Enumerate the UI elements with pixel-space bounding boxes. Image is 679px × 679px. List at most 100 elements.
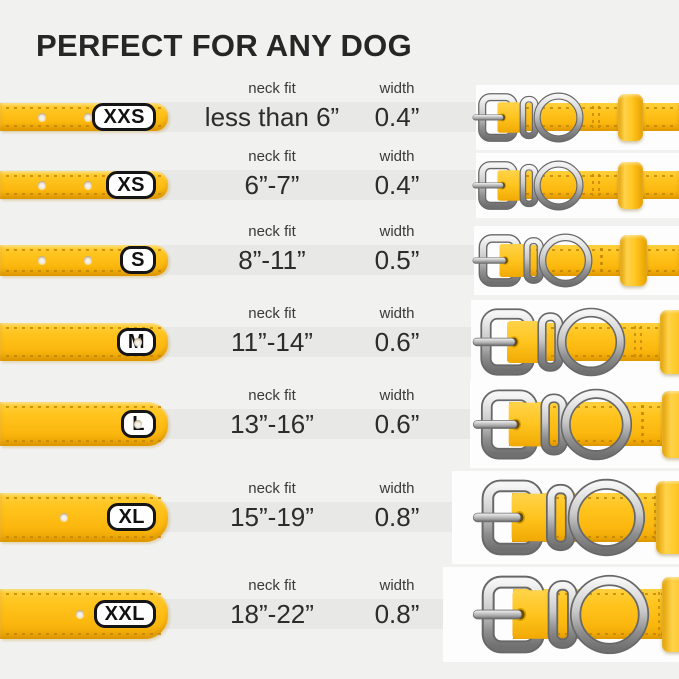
collar-buckle-photo [472,84,679,150]
width-value: 0.5” [374,245,420,275]
width-value: 0.8” [374,502,420,532]
collar-hole [38,256,46,264]
stitching [516,633,675,635]
stitching [515,535,675,538]
width-header: width [379,387,415,404]
collar-buckle-photo [443,566,679,662]
collar-buckle-photo [452,470,679,564]
stitching [511,327,675,329]
collar-strap-left: XL [0,492,168,542]
collar-hole [38,181,46,189]
size-badge: XL [107,503,156,531]
width-value: 0.6” [374,409,420,439]
width-value: 0.4” [374,102,420,132]
neck-fit-value: 18”-22” [230,599,314,629]
stitching [6,355,162,357]
stitching [6,269,162,272]
stitching [501,107,675,109]
collar-strap-left: XXL [0,589,168,639]
width-value: 0.6” [374,327,420,357]
size-badge: XXS [92,103,156,131]
width-header: width [379,80,415,97]
width-value: 0.8” [374,599,420,629]
neck-fit-value: 8”-11” [238,245,306,275]
collar-keeper-loop [618,161,643,209]
stitching [6,633,162,635]
size-badge: L [121,410,156,438]
width-header: width [379,480,415,497]
stitching [6,125,162,127]
collar-keeper-loop [662,390,679,458]
collar-hole [76,610,84,618]
collar-hole [38,113,46,121]
collar-buckle-photo [472,225,679,295]
stitching [6,107,162,109]
collar-hole [84,113,92,121]
collar-hole [134,338,142,346]
stitching [640,326,642,358]
collar-strap-right [497,171,679,199]
width-header: width [379,577,415,594]
collar-keeper-loop [618,93,643,141]
stitching [6,593,162,595]
stitching [511,355,675,357]
width-header: width [379,148,415,165]
metal-buckle-icon [472,574,650,654]
stitching [653,495,656,539]
stitching [600,247,602,273]
size-badge: S [120,246,156,274]
stitching [6,406,162,408]
collar-strap-right [497,103,679,131]
neck-fit-header: neck fit [248,387,296,404]
width-value: 0.4” [374,170,420,200]
metal-buckle-icon [472,478,646,556]
metal-buckle-icon [472,233,593,287]
collar-hole [84,181,92,189]
stitching [6,248,162,251]
stitching [6,440,162,442]
size-badge: XS [106,171,156,199]
collar-keeper-loop [662,576,679,652]
stitching [592,106,595,128]
page-title: PERFECT FOR ANY DOG [36,28,413,63]
width-header: width [379,305,415,322]
size-badge: XXL [93,600,156,628]
metal-buckle-icon [472,307,626,377]
collar-strap-left: XS [0,171,168,199]
neck-fit-header: neck fit [248,305,296,322]
stitching [642,405,644,443]
stitching [6,496,162,499]
stitching [601,247,603,273]
neck-fit-value: 11”-14” [231,327,313,357]
stitching [658,592,661,636]
stitching [6,327,162,329]
stitching [512,440,675,442]
collar-strap-left: S [0,244,168,276]
metal-buckle-icon [472,92,584,142]
stitching [634,326,636,358]
neck-fit-header: neck fit [248,577,296,594]
stitching [640,405,643,443]
neck-fit-header: neck fit [248,223,296,240]
stitching [6,193,162,195]
collar-strap-left: XXS [0,103,168,131]
collar-strap-left: L [0,402,168,446]
collar-strap-left: M [0,323,168,361]
collar-hole [84,256,92,264]
stitching [515,496,675,499]
metal-buckle-icon [472,388,633,460]
stitching [6,535,162,538]
neck-fit-value: 13”-16” [230,409,314,439]
metal-buckle-icon [472,160,584,210]
stitching [501,125,675,127]
stitching [598,174,600,196]
neck-fit-header: neck fit [248,148,296,165]
stitching [592,174,595,196]
stitching [6,175,162,177]
stitching [501,193,675,195]
collar-buckle-photo [470,380,679,468]
stitching [512,406,675,408]
collar-buckle-photo [471,300,679,384]
stitching [501,175,675,177]
